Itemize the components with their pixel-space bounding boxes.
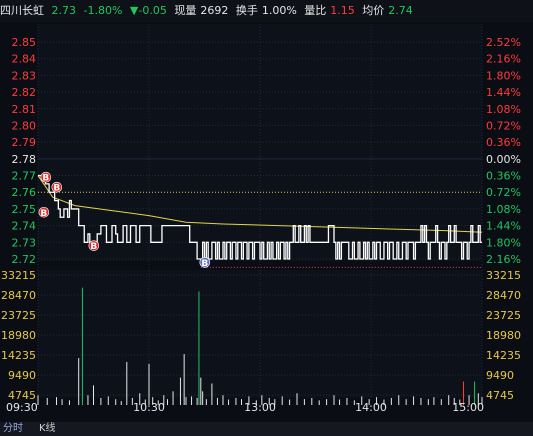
volume-tick-label-right: 23725: [486, 309, 521, 322]
pct-tick-label: 2.16%: [486, 253, 521, 266]
price-tick-label: 2.83: [12, 69, 37, 82]
last-price: 2.73: [51, 4, 77, 17]
volume-tick-label: 28470: [1, 289, 36, 302]
pct-tick-label: 2.16%: [486, 53, 521, 66]
volume-tick-label-right: 33215: [486, 269, 521, 282]
tab-kline[interactable]: K线: [39, 423, 56, 434]
volume-tick-label: 4745: [8, 389, 36, 402]
ratio-value: 1.15: [330, 4, 355, 17]
volume-tick-label-right: 28470: [486, 289, 521, 302]
price-tick-label: 2.85: [12, 36, 37, 49]
price-tick-label: 2.73: [12, 236, 37, 249]
price-line: [38, 174, 482, 260]
pct-tick-label: 0.72%: [486, 186, 521, 199]
trade-marker-label: B: [201, 259, 208, 269]
price-tick-label: 2.80: [12, 119, 37, 132]
volume-tick-label-right: 9490: [486, 369, 514, 382]
price-tick-label: 2.77: [12, 170, 37, 183]
time-tick-label: 14:00: [355, 401, 387, 414]
time-tick-label: 13:00: [244, 401, 276, 414]
ratio-label: 量比: [304, 4, 327, 17]
pct-tick-label: 1.80%: [486, 69, 521, 82]
tab-intraday[interactable]: 分时: [3, 423, 23, 434]
volume-tick-label: 33215: [1, 269, 36, 282]
pct-tick-label: 0.72%: [486, 119, 521, 132]
trade-marker-label: B: [42, 174, 49, 184]
price-tick-label: 2.78: [12, 153, 37, 166]
price-tick-label: 2.79: [12, 136, 37, 149]
price-tick-label: 2.74: [12, 220, 37, 233]
change-percent: -1.80%: [83, 4, 123, 17]
quote-header: 四川长虹 2.73 -1.80% ▼-0.05 现量 2692 换手 1.00% 量…: [0, 0, 533, 22]
volume-tick-label: 23725: [1, 309, 36, 322]
volume-tick-label-right: 18980: [486, 329, 521, 342]
time-tick-label: 15:00: [452, 401, 484, 414]
pct-tick-label: 1.08%: [486, 203, 521, 216]
trade-marker-label: B: [90, 242, 97, 252]
volume-label: 现量: [174, 4, 197, 17]
pct-tick-label: 0.36%: [486, 136, 521, 149]
time-tick-label: 10:30: [133, 401, 165, 414]
pct-tick-label: 1.08%: [486, 103, 521, 116]
pct-tick-label: 1.44%: [486, 86, 521, 99]
trade-marker-label: B: [53, 184, 60, 194]
pct-tick-label: 0.00%: [486, 153, 521, 166]
volume-tick-label-right: 14235: [486, 349, 521, 362]
price-tick-label: 2.75: [12, 203, 37, 216]
trade-marker: [40, 171, 52, 183]
pct-tick-label: 2.52%: [486, 36, 521, 49]
volume-value: 2692: [200, 4, 229, 17]
intraday-chart[interactable]: 2.85 2.52% 2.84 2.16% 2.83 1.80% 2.82 1.44% 2.81…: [0, 22, 533, 422]
trade-marker-label: B: [40, 209, 47, 219]
pct-tick-label: 1.80%: [486, 236, 521, 249]
volume-tick-label: 18980: [1, 329, 36, 342]
avg-label: 均价: [362, 4, 385, 17]
price-tick-label: 2.76: [12, 186, 37, 199]
trade-marker: [88, 240, 100, 251]
time-tick-label: 09:30: [6, 401, 38, 414]
trade-marker: [38, 206, 50, 218]
turnover-label: 换手: [235, 4, 258, 17]
volume-tick-label: 9490: [8, 369, 36, 382]
pct-tick-label: 1.44%: [486, 220, 521, 233]
price-tick-label: 2.81: [12, 103, 37, 116]
volume-tick-label-right: 4745: [486, 389, 514, 402]
trade-marker: [51, 181, 63, 193]
price-tick-label: 2.82: [12, 86, 37, 99]
stock-name: 四川长虹: [0, 4, 44, 17]
price-tick-label: 2.72: [12, 253, 37, 266]
chart-tabs: 分时 K线: [0, 422, 533, 436]
avg-value: 2.74: [388, 4, 413, 17]
pct-tick-label: 0.36%: [486, 170, 521, 183]
trade-marker: [199, 257, 211, 268]
volume-tick-label: 14235: [1, 349, 36, 362]
price-tick-label: 2.84: [12, 53, 37, 66]
turnover-value: 1.00%: [261, 4, 297, 17]
change-amount: ▼-0.05: [129, 4, 167, 17]
